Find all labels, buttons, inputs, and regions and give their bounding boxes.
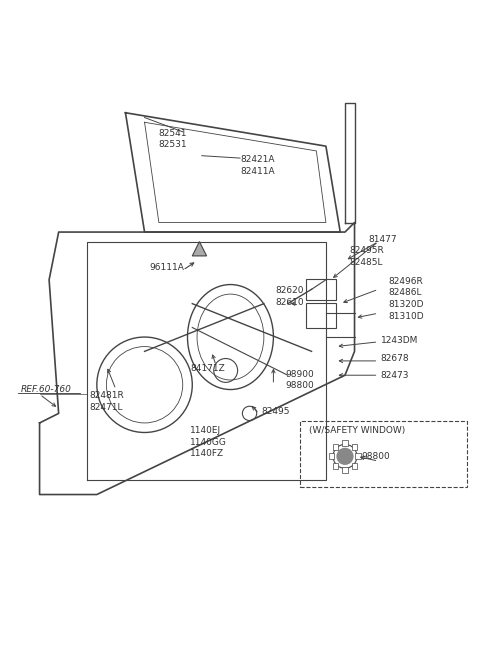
Text: 98800: 98800 [362,452,390,461]
Text: 82678: 82678 [381,354,409,363]
FancyBboxPatch shape [300,421,467,487]
FancyBboxPatch shape [356,453,361,459]
Text: 82421A
82411A: 82421A 82411A [240,155,275,176]
FancyBboxPatch shape [342,440,348,446]
Text: 84171Z: 84171Z [190,364,225,373]
FancyBboxPatch shape [306,279,336,300]
FancyBboxPatch shape [351,444,357,450]
Text: 81320D
81310D: 81320D 81310D [388,301,423,321]
Text: 82495: 82495 [262,407,290,415]
Circle shape [336,448,354,465]
Text: 82473: 82473 [381,371,409,380]
Text: 82541
82531: 82541 82531 [159,128,188,149]
Text: 82481R
82471L: 82481R 82471L [90,391,124,412]
FancyBboxPatch shape [351,463,357,469]
Text: 98900
98800: 98900 98800 [285,369,314,390]
Text: 82495R
82485L: 82495R 82485L [350,246,384,267]
FancyBboxPatch shape [306,303,336,328]
Text: 81477: 81477 [369,234,397,244]
Text: REF.60-760: REF.60-760 [21,385,72,394]
Text: 96111A: 96111A [149,263,184,272]
Polygon shape [192,242,206,256]
FancyBboxPatch shape [342,467,348,472]
Text: 1140EJ
1140GG
1140FZ: 1140EJ 1140GG 1140FZ [190,426,227,458]
Text: (W/SAFETY WINDOW): (W/SAFETY WINDOW) [309,426,406,435]
FancyBboxPatch shape [333,444,338,450]
Text: 82620
82610: 82620 82610 [276,286,304,307]
Text: 1243DM: 1243DM [381,336,418,345]
FancyBboxPatch shape [329,453,335,459]
Text: 82496R
82486L: 82496R 82486L [388,276,423,297]
FancyBboxPatch shape [333,463,338,469]
